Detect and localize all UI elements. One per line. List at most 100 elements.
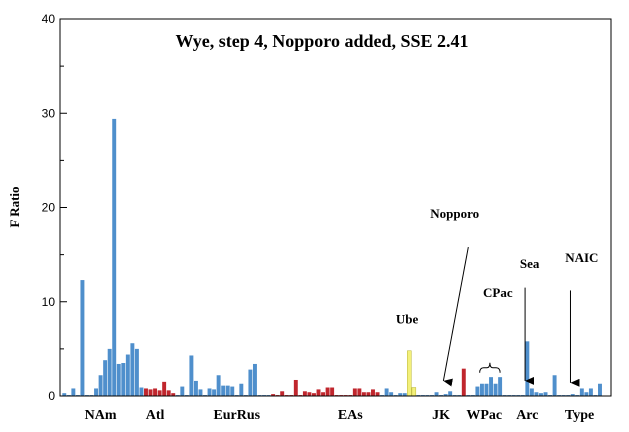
blue-bar [230,386,235,396]
plot-frame [59,18,612,397]
blue-bar [225,385,230,396]
red-bar [148,389,153,396]
annotation-label: NAIC [565,250,598,265]
blue-bar [94,388,99,396]
blue-bar [198,389,203,396]
blue-bar [98,375,103,396]
annotation-label: Ube [396,311,419,326]
blue-bar [80,280,85,396]
blue-bar [475,386,480,396]
blue-bar [584,392,589,396]
red-bar [330,387,335,396]
blue-bar [534,392,539,396]
category-label: Atl [146,408,165,423]
y-axis-label: F Ratio [7,186,22,227]
blue-bar [479,383,484,396]
blue-bar [252,363,257,396]
blue-bar [443,394,448,396]
yellow-bar [411,387,417,397]
blue-bar [212,389,217,396]
blue-bar [489,377,493,396]
blue-bar [398,393,403,396]
annotation-label: Nopporo [430,206,479,221]
red-bar [307,392,312,396]
blue-bar [570,394,575,396]
category-label: EAs [338,408,363,423]
annotations: Ube Nopporo CPac Sea NAIC [396,206,598,387]
blue-bar [389,392,394,396]
y-axis: 0 10 20 30 40 [42,12,67,403]
red-bar [325,387,330,396]
red-bar [371,389,375,396]
blue-bar [216,375,221,396]
blue-bar [130,343,135,396]
yellow-bar [407,350,412,397]
blue-bar [239,383,244,396]
blue-bar [62,393,67,396]
red-bar [293,379,298,396]
blue-bar [579,388,584,396]
red-bar [361,392,366,396]
red-bar [312,393,316,396]
red-bar [162,381,167,396]
y-tick-label: 20 [42,201,56,215]
red-bar [271,394,276,396]
red-bar [461,368,466,396]
blue-bar [193,380,198,396]
blue-bar [207,388,212,396]
category-label: Type [565,408,594,423]
blue-bar [189,355,194,396]
chart-title: Wye, step 4, Nopporo added, SSE 2.41 [175,31,468,51]
y-tick-label: 40 [42,12,56,26]
red-bar [171,393,176,396]
blue-bar [539,393,543,396]
blue-bar [248,369,253,396]
category-label: JK [432,408,450,423]
blue-bar [498,377,503,396]
bars [62,118,602,397]
blue-bar [543,392,548,396]
red-bar [302,391,307,396]
blue-bar [134,348,139,397]
blue-bar [71,388,76,396]
y-tick-label: 10 [42,295,56,309]
blue-bar [493,383,498,396]
blue-bar [434,392,439,396]
blue-bar [484,383,489,396]
y-tick-label: 30 [42,106,56,120]
blue-bar [221,385,226,396]
annotation-brace [479,362,501,373]
category-label: NAm [85,408,117,423]
annotation-label: Sea [520,256,540,271]
blue-bar [116,363,121,396]
blue-bar [112,118,117,396]
red-bar [280,391,285,396]
red-bar [321,392,326,396]
annotation-arrow [442,246,469,387]
blue-bar [384,388,389,396]
category-label: WPac [466,408,502,423]
blue-bar [598,383,602,396]
red-bar [366,392,371,396]
blue-bar [525,341,530,396]
blue-bar [139,387,144,396]
red-bar [375,392,380,396]
red-bar [157,390,162,396]
blue-bar [402,393,407,396]
category-label: Arc [516,408,538,423]
y-tick-label: 0 [48,389,55,403]
blue-bar [107,348,112,397]
red-bar [357,388,362,396]
red-bar [352,388,357,396]
red-bar [153,388,158,396]
red-bar [166,390,171,396]
category-label: EurRus [213,408,260,423]
annotation-label: CPac [483,285,513,300]
blue-bar [588,388,593,396]
blue-bar [529,388,534,396]
blue-bar [180,386,185,396]
blue-bar [448,391,453,396]
red-bar [316,389,321,396]
red-bar [144,388,148,396]
